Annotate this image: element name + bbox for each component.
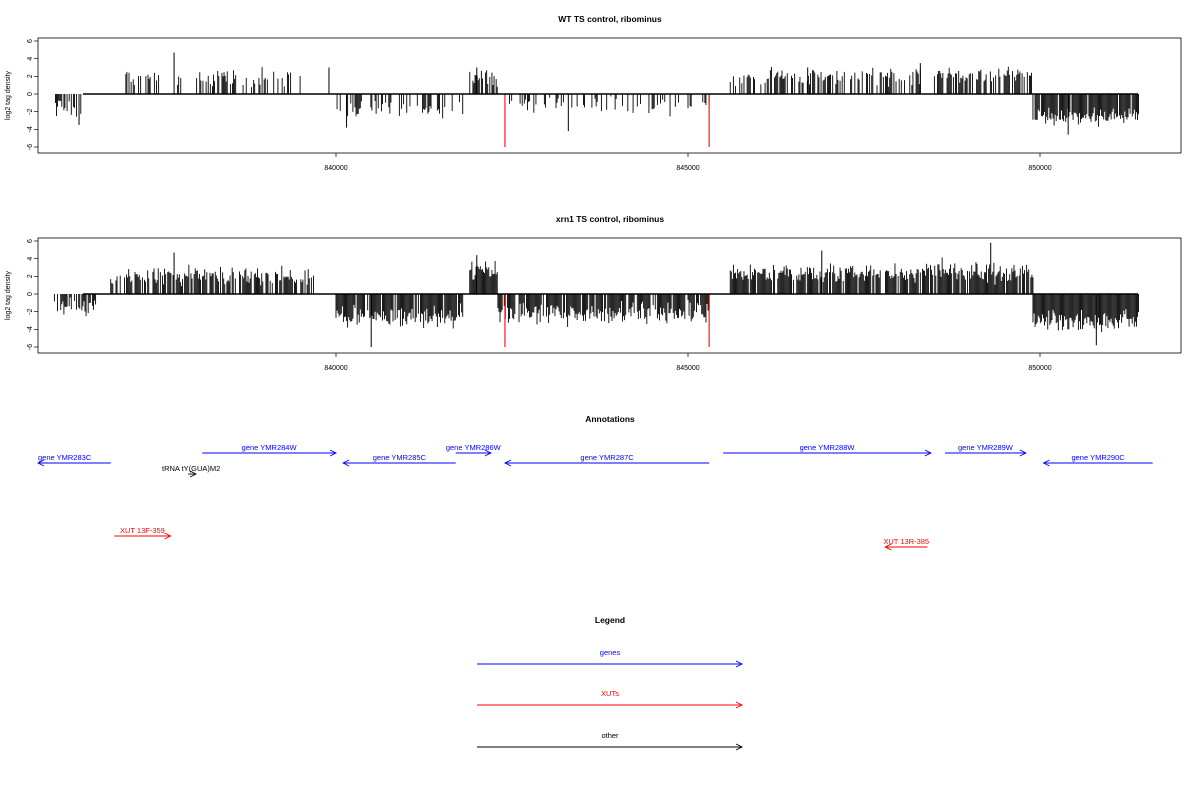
y-tick-label: -4 <box>27 326 34 332</box>
feature-arrowhead <box>189 470 198 478</box>
x-tick-label: 845000 <box>676 365 699 372</box>
feature-label: XUT 13R-385 <box>883 537 929 546</box>
signal-bars <box>55 52 1140 147</box>
feature-label: gene YMR283C <box>38 453 92 462</box>
legend-label: other <box>601 731 619 740</box>
y-tick-label: -4 <box>27 126 34 132</box>
legend-arrowhead <box>735 660 744 668</box>
x-tick-label: 850000 <box>1028 365 1051 372</box>
feature-label: gene YMR287C <box>580 453 634 462</box>
annotation-feature: XUT 13F-359 <box>114 526 172 540</box>
annotation-feature: gene YMR284W <box>202 443 338 457</box>
feature-arrowhead <box>329 449 338 457</box>
y-tick-label: 2 <box>27 274 34 278</box>
legend-item: other <box>477 731 744 751</box>
feature-label: tRNA tY(GUA)M2 <box>162 464 220 473</box>
feature-label: gene YMR290C <box>1071 453 1125 462</box>
feature-label: gene YMR284W <box>242 443 298 452</box>
y-tick-label: -6 <box>27 144 34 150</box>
feature-arrowhead <box>884 543 892 551</box>
legend-arrowhead <box>735 743 744 751</box>
x-tick-label: 840000 <box>324 365 347 372</box>
y-tick-label: 2 <box>27 74 34 78</box>
y-tick-label: -2 <box>27 308 34 314</box>
annotation-feature: XUT 13R-385 <box>883 537 929 551</box>
feature-arrowhead <box>484 449 492 457</box>
y-tick-label: 0 <box>27 92 34 96</box>
y-tick-label: -6 <box>27 344 34 350</box>
feature-label: gene YMR285C <box>373 453 427 462</box>
wt-track-panel: WT TS control, ribominus -6 -4 -2 0 2 4 6 log2 t… <box>5 14 1182 172</box>
plot-frame <box>37 37 1182 154</box>
y-tick-label: 4 <box>27 57 34 61</box>
legend-title: Legend <box>595 615 625 625</box>
x-tick-label: 850000 <box>1028 165 1051 172</box>
y-axis-label: log2 tag density <box>5 270 12 320</box>
annotation-feature: gene YMR283C <box>36 453 111 467</box>
y-tick-label: 6 <box>27 239 34 243</box>
annotation-feature: tRNA tY(GUA)M2 <box>162 464 220 478</box>
y-axis-label: log2 tag density <box>5 70 12 120</box>
annotations-title: Annotations <box>585 414 635 424</box>
feature-label: XUT 13F-359 <box>120 526 165 535</box>
feature-label: gene YMR286W <box>446 443 502 452</box>
x-tick-label: 840000 <box>324 165 347 172</box>
annotation-feature: gene YMR287C <box>503 453 710 467</box>
feature-arrowhead <box>36 459 45 467</box>
y-tick-label: 4 <box>27 257 34 261</box>
signal-bars <box>53 242 1140 347</box>
annotation-feature: gene YMR289W <box>944 443 1027 457</box>
feature-arrowhead <box>164 532 172 540</box>
feature-arrowhead <box>1042 459 1050 467</box>
feature-arrowhead <box>924 449 932 457</box>
y-tick-label: 6 <box>27 39 34 43</box>
annotation-feature: gene YMR290C <box>1042 453 1153 467</box>
xrn1-track-panel: xrn1 TS control, ribominus -6 -4 -2 0 2 4 6 log2… <box>5 214 1182 372</box>
legend-label: XUTs <box>601 689 619 698</box>
x-tick-label: 845000 <box>676 165 699 172</box>
feature-arrowhead <box>342 459 350 467</box>
legend-label: genes <box>600 648 621 657</box>
y-tick-label: 0 <box>27 292 34 296</box>
annotation-feature: gene YMR288W <box>723 443 932 457</box>
legend-panel: Legend genes XUTs other <box>477 615 744 751</box>
annotations-panel: Annotations gene YMR283C gene YMR284W gene … <box>36 414 1153 551</box>
annotation-feature: gene YMR286W <box>446 443 502 457</box>
chart-title: WT TS control, ribominus <box>558 14 662 24</box>
y-tick-label: -2 <box>27 108 34 114</box>
feature-arrowhead <box>1019 449 1027 457</box>
chart-title: xrn1 TS control, ribominus <box>556 214 664 224</box>
plot-frame <box>37 237 1182 354</box>
legend-arrowhead <box>735 701 744 709</box>
legend-item: genes <box>477 648 744 668</box>
legend-item: XUTs <box>477 689 744 709</box>
annotation-feature: gene YMR285C <box>342 453 456 467</box>
feature-arrowhead <box>503 459 512 467</box>
feature-label: gene YMR288W <box>800 443 856 452</box>
feature-label: gene YMR289W <box>958 443 1014 452</box>
